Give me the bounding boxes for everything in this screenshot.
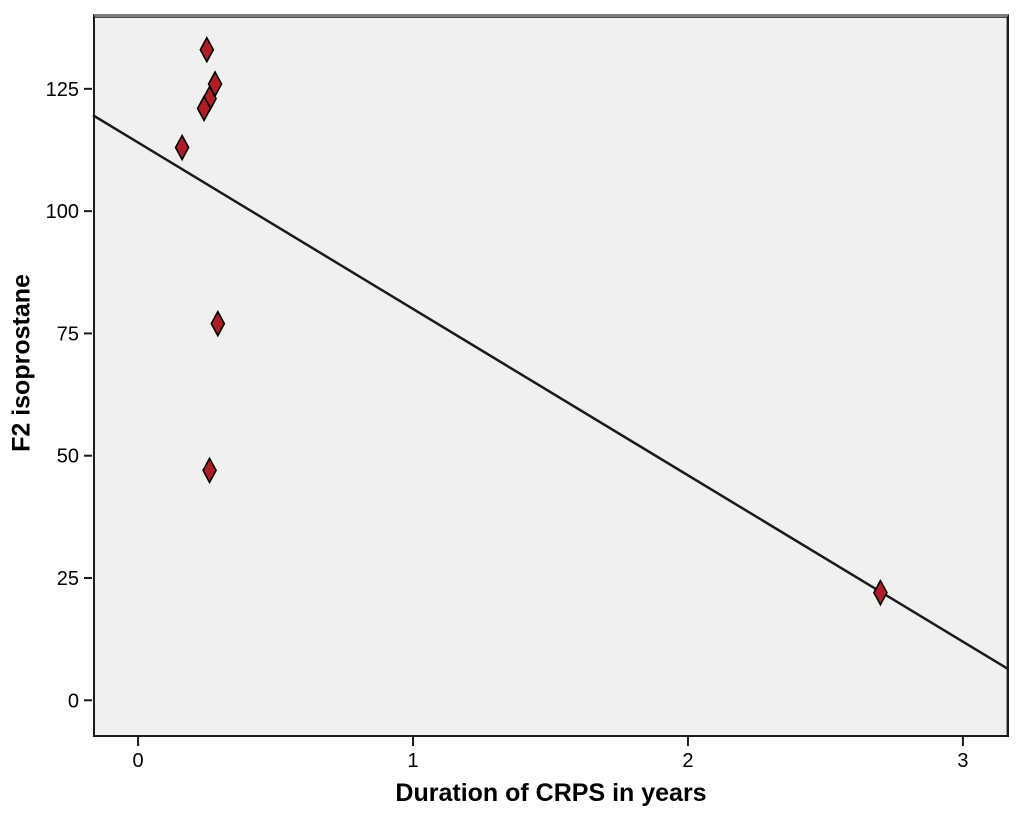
y-axis-tick-label: 75 bbox=[57, 323, 79, 345]
data-point-marker bbox=[210, 309, 226, 338]
plot-area bbox=[93, 14, 1009, 737]
y-axis-tick-label: 50 bbox=[57, 446, 79, 468]
data-point-marker bbox=[199, 36, 215, 64]
y-axis-tick-label: 125 bbox=[46, 79, 79, 101]
x-axis-label: Duration of CRPS in years bbox=[395, 779, 707, 807]
data-point-marker bbox=[873, 578, 888, 607]
y-axis-tick-label: 25 bbox=[57, 568, 79, 590]
y-axis-tick-label: 100 bbox=[46, 201, 79, 223]
y-axis-label: F2 isoprostane bbox=[7, 274, 36, 452]
x-axis-tick-label: 3 bbox=[957, 750, 968, 772]
y-axis-tick-label: 0 bbox=[68, 690, 79, 712]
x-axis-tick-label: 0 bbox=[133, 750, 144, 772]
x-axis-tick-label: 2 bbox=[682, 750, 693, 772]
data-point-marker bbox=[174, 133, 190, 162]
regression-line bbox=[92, 114, 1009, 671]
data-point-marker bbox=[202, 456, 217, 485]
x-axis-tick-label: 1 bbox=[407, 750, 418, 772]
data-point-marker bbox=[196, 94, 212, 123]
